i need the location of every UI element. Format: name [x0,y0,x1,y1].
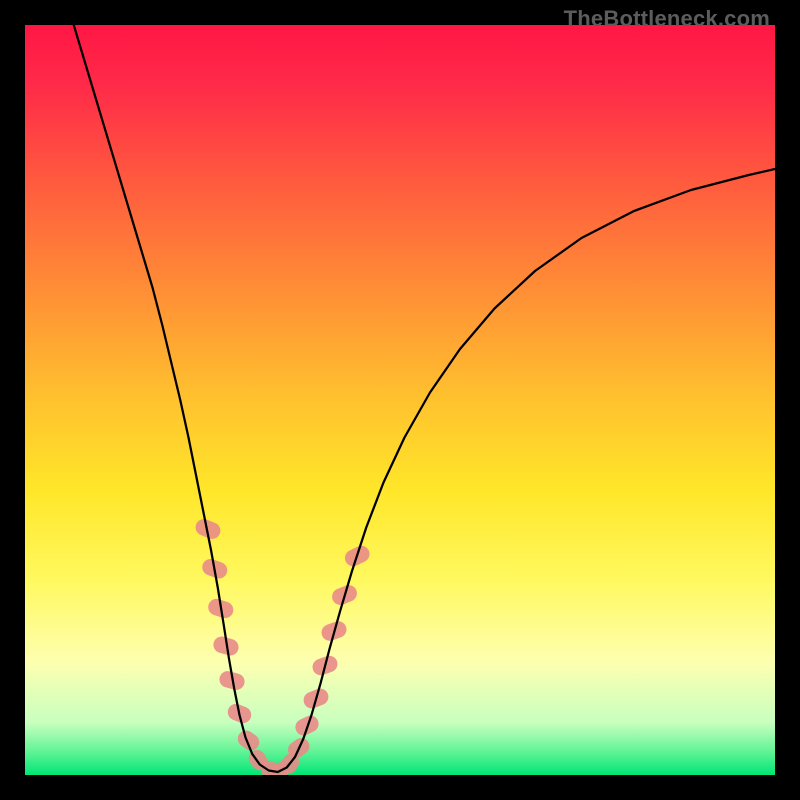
bottleneck-curve-chart [25,25,775,775]
gradient-background [25,25,775,775]
plot-area [25,25,775,775]
watermark-text: TheBottleneck.com [564,6,770,32]
chart-frame: TheBottleneck.com [0,0,800,800]
